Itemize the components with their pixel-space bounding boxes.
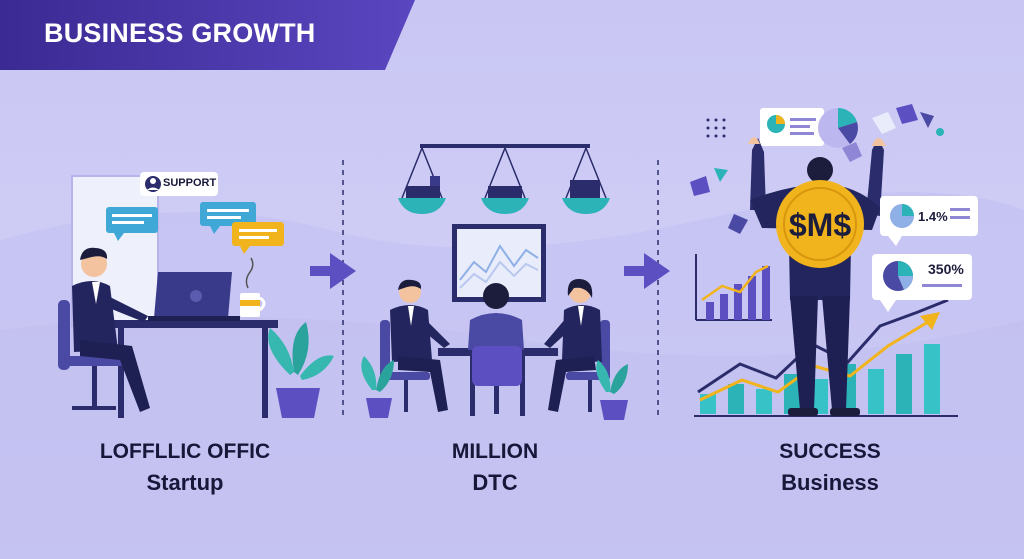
stage-label-success: SUCCESS Business bbox=[730, 440, 930, 496]
svg-text:350%: 350% bbox=[928, 261, 964, 277]
person-center bbox=[468, 283, 524, 414]
chart-bar bbox=[868, 369, 884, 414]
pie-chart-icon bbox=[818, 108, 858, 148]
stat-card: 1.4% bbox=[880, 196, 978, 246]
plant-icon bbox=[268, 322, 334, 418]
dtc-scene bbox=[361, 144, 628, 420]
bar-chart bbox=[694, 298, 958, 417]
confetti bbox=[842, 142, 862, 162]
chat-bubble-icon bbox=[232, 222, 284, 254]
stage-subtitle: Business bbox=[781, 470, 879, 495]
chart-bar bbox=[924, 344, 940, 414]
confetti bbox=[690, 176, 710, 196]
desk bbox=[110, 320, 278, 328]
plant-icon bbox=[596, 360, 628, 420]
small-growth-chart bbox=[695, 254, 772, 321]
person-right bbox=[544, 278, 610, 412]
confetti bbox=[872, 112, 896, 134]
report-card-icon bbox=[760, 108, 824, 146]
plant-icon bbox=[361, 356, 394, 418]
confetti bbox=[896, 104, 918, 124]
support-label: SUPPORT bbox=[163, 177, 217, 189]
arrow-right-icon bbox=[624, 253, 670, 289]
stage-title: SUCCESS bbox=[779, 440, 881, 463]
chart-bar bbox=[728, 384, 744, 414]
laptop-icon bbox=[148, 272, 240, 321]
stage-subtitle: Startup bbox=[146, 470, 224, 495]
stage-label-dtc: MILLION DTC bbox=[400, 440, 590, 496]
confetti bbox=[920, 112, 934, 128]
startup-scene bbox=[58, 172, 334, 418]
success-scene: $M$ 1.4% 350% bbox=[690, 104, 978, 417]
person-startup bbox=[58, 247, 150, 412]
chart-monitor bbox=[452, 224, 546, 302]
chart-bar bbox=[896, 354, 912, 414]
stage-subtitle: DTC bbox=[472, 470, 518, 495]
title-banner bbox=[0, 0, 415, 70]
stage-title: MILLION bbox=[451, 440, 539, 463]
money-coin-icon: $M$ bbox=[776, 180, 864, 268]
chat-bubble-icon bbox=[106, 207, 158, 241]
chart-bar bbox=[756, 389, 772, 414]
stat-card: 350% bbox=[872, 254, 972, 312]
chart-bar bbox=[812, 379, 828, 414]
stage-title: LOFFLLIC OFFIC bbox=[99, 440, 271, 463]
arrow-right-icon bbox=[310, 253, 356, 289]
coin-text: $M$ bbox=[789, 207, 851, 243]
person-left bbox=[380, 279, 450, 412]
page-title: BUSINESS GROWTH bbox=[44, 18, 316, 48]
dot-grid bbox=[706, 118, 726, 138]
confetti bbox=[936, 128, 944, 136]
stage-label-startup: LOFFLLIC OFFIC Startup bbox=[70, 440, 300, 496]
support-bubble bbox=[140, 172, 218, 196]
chat-bubble-icon bbox=[200, 202, 256, 234]
coffee-cup-icon bbox=[240, 257, 266, 317]
confetti bbox=[714, 168, 728, 182]
svg-text:1.4%: 1.4% bbox=[918, 209, 948, 224]
balance-scale-icon bbox=[398, 144, 610, 214]
confetti bbox=[728, 214, 748, 234]
